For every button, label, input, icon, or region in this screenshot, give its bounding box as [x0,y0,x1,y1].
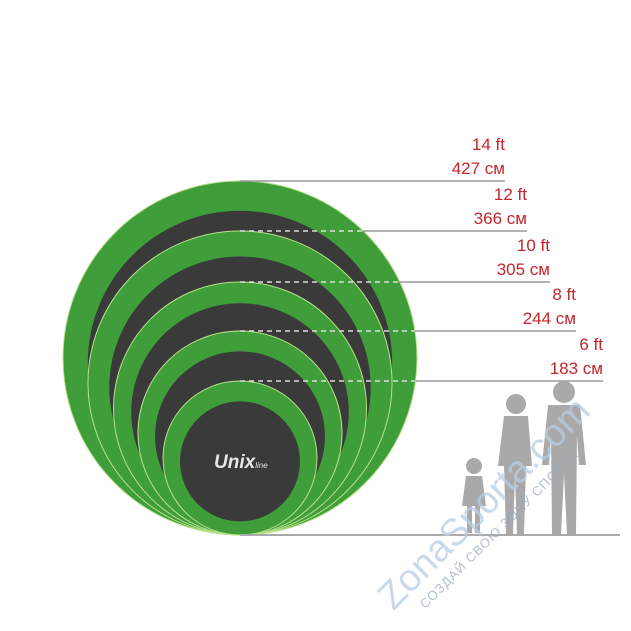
size-feet: 8 ft [552,285,576,304]
people-silhouettes [462,381,586,534]
size-cm: 183 см [549,359,603,378]
unix-line-logo: Unixline [214,452,268,473]
size-cm: 427 см [451,159,505,178]
child-silhouette [462,458,486,533]
man-silhouette [542,381,586,534]
size-label: 6 ft 183 см [550,335,603,379]
woman-silhouette [498,394,532,534]
size-label: 12 ft 366 см [474,185,527,229]
size-feet: 14 ft [471,135,505,154]
size-feet: 10 ft [516,236,550,255]
jump-mat [180,401,300,522]
size-cm: 244 см [522,309,576,328]
size-label: 8 ft 244 см [523,285,576,329]
size-feet: 6 ft [579,335,603,354]
size-cm: 305 см [496,260,550,279]
size-label: 10 ft 305 см [497,236,550,280]
trampoline-6ft [162,380,318,536]
size-label: 14 ft 427 см [452,135,505,179]
size-cm: 366 см [473,209,527,228]
size-feet: 12 ft [493,185,527,204]
